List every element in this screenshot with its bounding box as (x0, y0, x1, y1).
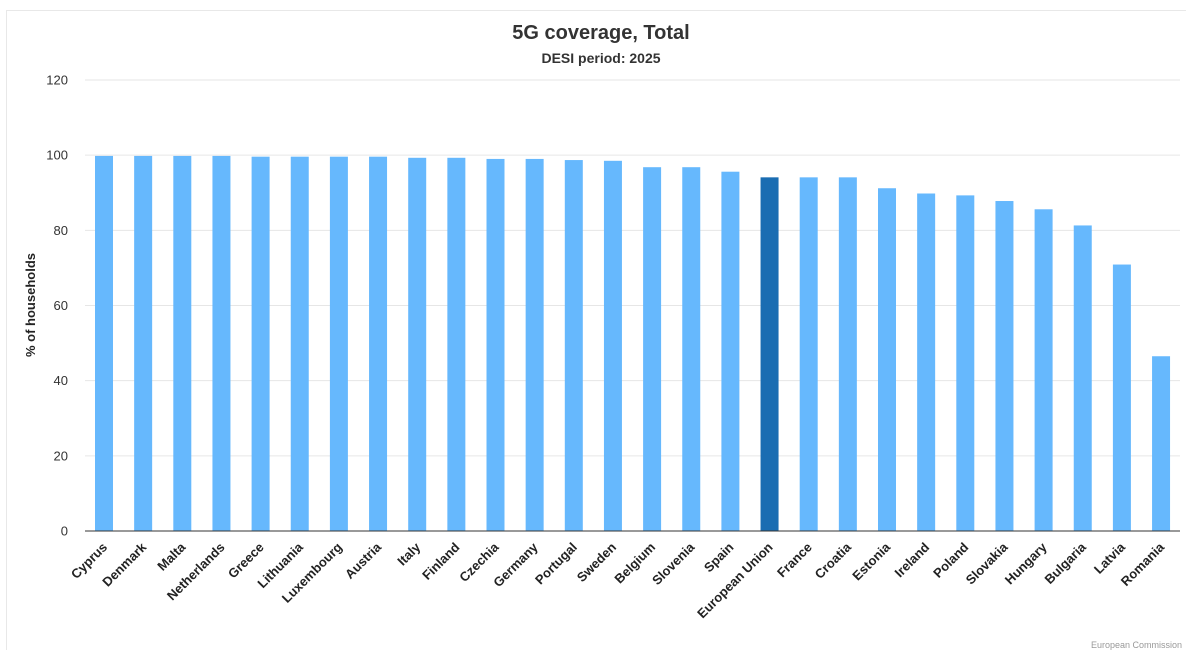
x-tick-label: Bulgaria (1041, 539, 1089, 587)
y-tick-label: 20 (54, 448, 68, 463)
y-tick-label: 60 (54, 298, 68, 313)
x-tick-label: Denmark (99, 539, 149, 589)
x-tick-label: Hungary (1002, 539, 1050, 587)
x-tick-label: Finland (419, 539, 462, 582)
y-tick-label: 0 (61, 524, 68, 539)
x-tick-label: Estonia (849, 539, 893, 583)
bar-netherlands[interactable] (212, 155, 231, 531)
bar-portugal[interactable] (564, 160, 583, 532)
bar-italy[interactable] (408, 157, 427, 532)
bar-germany[interactable] (525, 158, 544, 532)
bar-european-union[interactable] (760, 177, 779, 532)
x-tick-label: France (774, 540, 815, 581)
bar-ireland[interactable] (917, 193, 936, 532)
bar-luxembourg[interactable] (329, 156, 348, 532)
bar-malta[interactable] (173, 155, 192, 531)
bar-cyprus[interactable] (95, 155, 113, 531)
bar-france[interactable] (799, 177, 818, 532)
x-tick-label: Ireland (892, 539, 933, 580)
x-tick-label: Austria (342, 539, 385, 582)
x-tick-label: Latvia (1091, 539, 1129, 577)
bar-finland[interactable] (447, 157, 466, 532)
y-tick-label: 80 (54, 223, 68, 238)
bar-poland[interactable] (956, 195, 975, 531)
source-credit: European Commission (1091, 640, 1182, 650)
bar-croatia[interactable] (838, 177, 857, 532)
x-tick-label: Italy (394, 539, 424, 569)
bar-lithuania[interactable] (290, 156, 309, 532)
bar-denmark[interactable] (134, 155, 153, 531)
y-tick-label: 120 (46, 73, 68, 88)
bar-sweden[interactable] (603, 160, 622, 531)
bar-spain[interactable] (721, 171, 740, 531)
bars (95, 155, 1171, 532)
x-tick-label: Malta (154, 539, 189, 574)
chart-subtitle: DESI period: 2025 (541, 50, 660, 66)
bar-slovakia[interactable] (995, 201, 1014, 532)
x-tick-label: Portugal (532, 540, 580, 588)
x-tick-label: Croatia (812, 539, 855, 582)
x-tick-label: Romania (1118, 539, 1168, 589)
chart-title: 5G coverage, Total (512, 22, 689, 44)
bar-hungary[interactable] (1034, 209, 1053, 531)
bar-slovenia[interactable] (682, 167, 701, 531)
chart-frame (6, 10, 1186, 650)
gridlines (85, 79, 1180, 457)
bar-bulgaria[interactable] (1073, 225, 1092, 531)
bar-latvia[interactable] (1112, 264, 1131, 531)
x-tick-label: Slovenia (649, 539, 698, 588)
bar-austria[interactable] (369, 156, 388, 532)
bar-czechia[interactable] (486, 158, 505, 532)
bar-greece[interactable] (251, 156, 270, 532)
y-tick-label: 100 (46, 148, 68, 163)
y-axis-ticks: 0 20 40 60 80 100 120 (46, 73, 68, 539)
bar-belgium[interactable] (643, 167, 662, 531)
y-tick-label: 40 (54, 373, 68, 388)
bar-romania[interactable] (1152, 356, 1171, 531)
y-axis-label: % of households (23, 253, 38, 357)
x-tick-label: Spain (701, 539, 737, 575)
bar-estonia[interactable] (878, 188, 896, 532)
